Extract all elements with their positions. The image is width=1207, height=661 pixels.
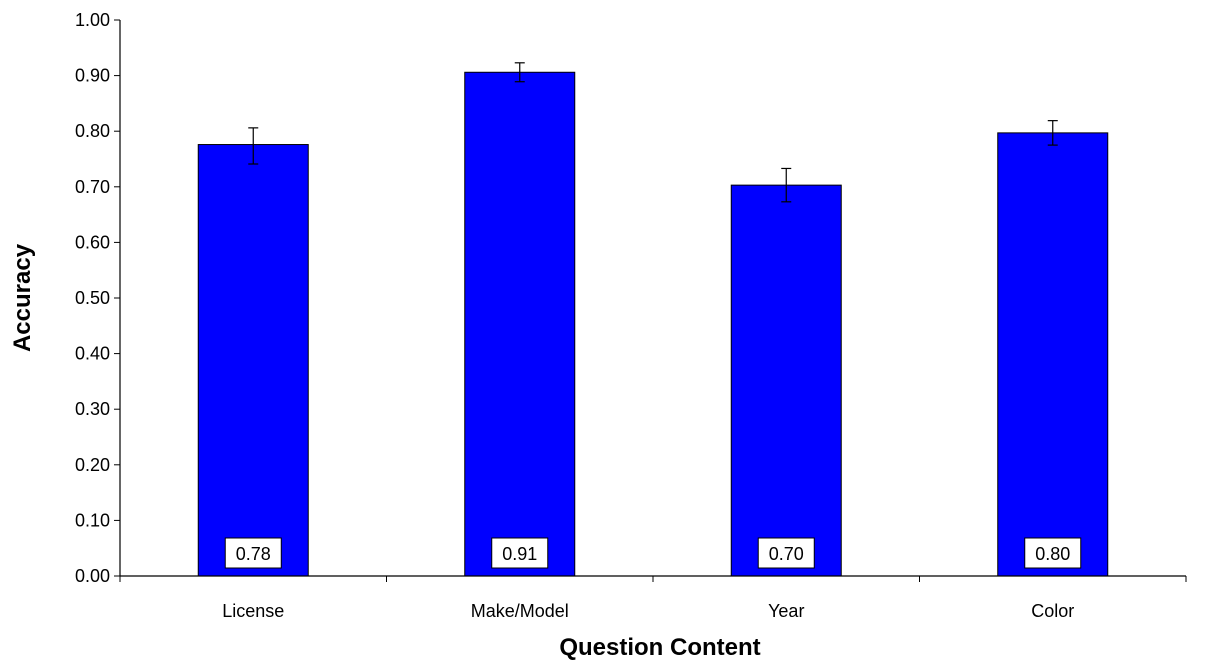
data-label-box: [1024, 537, 1082, 569]
data-label-box: [491, 537, 549, 569]
data-label-text: 0.78: [236, 544, 271, 564]
data-label: 0.70: [757, 537, 815, 569]
y-tick-label: 0.00: [75, 566, 110, 586]
x-axis-ticks: License Make/Model Year Color: [119, 576, 1187, 621]
y-tick-label: 0.70: [75, 177, 110, 197]
y-tick-label: 0.40: [75, 344, 110, 364]
data-labels: 0.78 0.91 0.70 0.80: [224, 537, 1082, 569]
y-tick-label: 0.60: [75, 232, 110, 252]
error-bar: [248, 127, 259, 165]
bars: [197, 71, 1109, 577]
y-tick-label: 0.10: [75, 510, 110, 530]
y-axis-title: Accuracy: [9, 243, 36, 352]
bar-make-model: [464, 71, 576, 577]
y-tick-label: 0.90: [75, 66, 110, 86]
x-tick-label: Year: [768, 601, 804, 621]
error-bar: [1047, 120, 1058, 146]
y-tick-label: 0.20: [75, 455, 110, 475]
data-label-box: [757, 537, 815, 569]
y-tick-label: 0.30: [75, 399, 110, 419]
data-label: 0.91: [491, 537, 549, 569]
data-label-box: [224, 537, 282, 569]
bar-license: [197, 144, 309, 577]
error-bar: [514, 62, 525, 83]
bar-color: [997, 132, 1109, 577]
error-bar: [781, 167, 792, 203]
data-label-text: 0.70: [769, 544, 804, 564]
x-axis-title: Question Content: [559, 634, 760, 661]
data-label: 0.78: [224, 537, 282, 569]
error-bars: [248, 62, 1058, 203]
x-tick-label: License: [222, 601, 284, 621]
data-label-text: 0.80: [1035, 544, 1070, 564]
y-axis-ticks: 0.00 0.10 0.20 0.30 0.40 0.50 0.60 0.70 0.80 0.90…: [75, 10, 120, 586]
y-tick-label: 0.80: [75, 121, 110, 141]
bar-year: [730, 184, 842, 577]
y-tick-label: 1.00: [75, 10, 110, 30]
x-tick-label: Color: [1031, 601, 1074, 621]
data-label: 0.80: [1024, 537, 1082, 569]
data-label-text: 0.91: [502, 544, 537, 564]
x-tick-label: Make/Model: [471, 601, 569, 621]
y-tick-label: 0.50: [75, 288, 110, 308]
